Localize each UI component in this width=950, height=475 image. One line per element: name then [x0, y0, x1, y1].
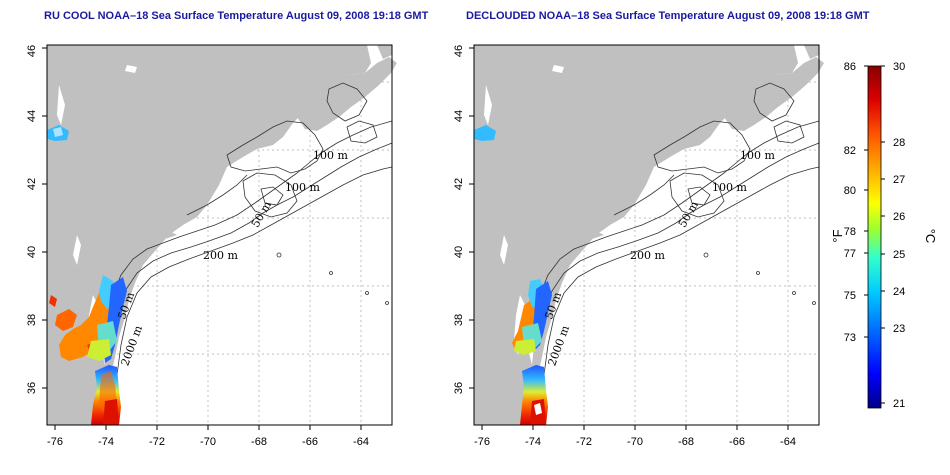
x-axis: -76 -74 -72 -70 -68 -66 -64	[474, 425, 796, 448]
svg-text:-72: -72	[576, 436, 592, 448]
svg-text:26: 26	[893, 211, 905, 223]
temperature-colorbar: 86 82 80 78 77 75 73 30 28 27 26 25 24 2…	[830, 61, 938, 410]
svg-text:-64: -64	[780, 436, 796, 448]
celsius-ticks: 30 28 27 26 25 24 23 21	[893, 61, 905, 410]
svg-text:73: 73	[844, 332, 856, 344]
svg-text:38: 38	[26, 314, 38, 326]
x-axis: -76 -74 -72 -70 -68 -66 -64	[47, 425, 369, 448]
celsius-unit-label: °C	[923, 229, 938, 244]
map-frame	[46, 44, 393, 426]
colorbar-gradient	[867, 65, 882, 409]
svg-text:38: 38	[453, 314, 465, 326]
svg-text:42: 42	[453, 178, 465, 190]
svg-text:200 m: 200 m	[630, 249, 665, 262]
svg-text:25: 25	[893, 249, 905, 261]
svg-text:-70: -70	[200, 436, 216, 448]
map-panel-right: 100 m 100 m 50 m 200 m 50 m 2000 m -76 -…	[453, 44, 825, 448]
fahrenheit-unit-label: °F	[830, 229, 845, 242]
svg-text:100 m: 100 m	[313, 149, 348, 162]
svg-text:-70: -70	[627, 436, 643, 448]
svg-text:21: 21	[893, 398, 905, 410]
svg-text:30: 30	[893, 61, 905, 73]
svg-text:40: 40	[26, 246, 38, 258]
svg-text:-76: -76	[474, 436, 490, 448]
svg-text:80: 80	[844, 185, 856, 197]
svg-text:75: 75	[844, 290, 856, 302]
svg-text:100 m: 100 m	[740, 149, 775, 162]
svg-text:44: 44	[453, 110, 465, 122]
svg-text:-72: -72	[149, 436, 165, 448]
svg-text:46: 46	[453, 45, 465, 57]
fahrenheit-ticks: 86 82 80 78 77 75 73	[844, 61, 856, 344]
svg-text:27: 27	[893, 174, 905, 186]
svg-text:-64: -64	[353, 436, 369, 448]
svg-text:23: 23	[893, 323, 905, 335]
y-axis: 36 38 40 42 44 46	[453, 45, 474, 394]
sst-overlay-right	[474, 125, 552, 425]
svg-text:200 m: 200 m	[203, 249, 238, 262]
panel-title-right: DECLOUDED NOAA–18 Sea Surface Temperatur…	[466, 10, 870, 22]
svg-text:24: 24	[893, 286, 905, 298]
svg-text:100 m: 100 m	[712, 181, 747, 194]
svg-text:-76: -76	[47, 436, 63, 448]
svg-text:44: 44	[26, 110, 38, 122]
svg-text:86: 86	[844, 61, 856, 73]
map-frame	[473, 44, 820, 426]
svg-text:36: 36	[26, 382, 38, 394]
svg-text:36: 36	[453, 382, 465, 394]
svg-text:82: 82	[844, 145, 856, 157]
svg-text:-74: -74	[98, 436, 114, 448]
panel-title-left: RU COOL NOAA–18 Sea Surface Temperature …	[44, 10, 429, 22]
svg-text:78: 78	[844, 226, 856, 238]
svg-text:46: 46	[26, 45, 38, 57]
svg-text:100 m: 100 m	[285, 181, 320, 194]
svg-text:-66: -66	[302, 436, 318, 448]
svg-text:42: 42	[26, 178, 38, 190]
sst-overlay-left	[47, 125, 127, 425]
svg-text:-74: -74	[525, 436, 541, 448]
svg-text:-68: -68	[251, 436, 267, 448]
svg-text:77: 77	[844, 248, 856, 260]
svg-text:-66: -66	[729, 436, 745, 448]
y-axis: 36 38 40 42 44 46	[26, 45, 47, 394]
svg-text:40: 40	[453, 246, 465, 258]
svg-text:28: 28	[893, 137, 905, 149]
svg-text:-68: -68	[678, 436, 694, 448]
map-panel-left: 100 m 100 m 50 m 200 m 50 m 2000 m -76 -…	[26, 44, 398, 448]
